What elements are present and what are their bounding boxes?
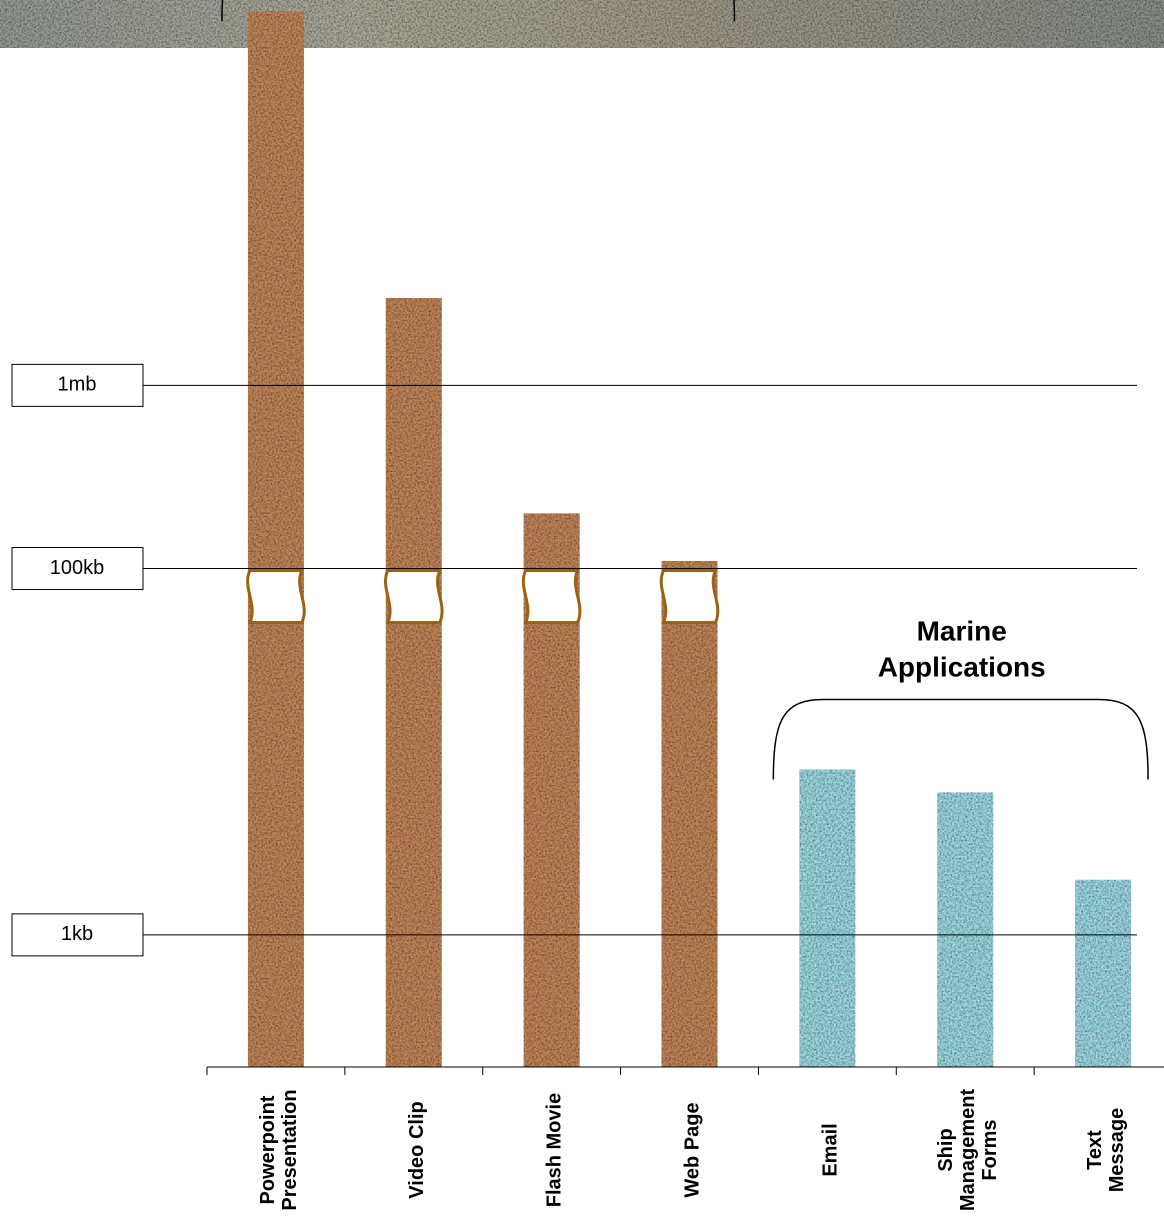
group-title: Marine Applications	[878, 616, 1046, 683]
axis-break	[384, 569, 444, 625]
axis-break	[521, 569, 582, 625]
bar	[247, 11, 304, 1067]
axis-break	[246, 569, 306, 625]
group-bracket	[772, 698, 1149, 780]
bar	[1075, 879, 1132, 1067]
bar	[937, 792, 994, 1067]
tick-box	[11, 913, 144, 957]
bar	[661, 560, 718, 1067]
y-tick-label: 100kb	[50, 557, 105, 579]
y-tick-label: 1kb	[61, 923, 93, 945]
y-tick-label: 1mb	[58, 374, 97, 396]
x-tick-label: PowerpointPresentation	[257, 1089, 301, 1210]
banner	[0, 0, 1164, 48]
tick-box	[11, 363, 144, 407]
axis-break	[659, 569, 720, 625]
x-tick-label: Video Clip	[406, 1101, 428, 1198]
x-tick-label: ShipManagementForms	[935, 1089, 1001, 1212]
x-tick-label: Web Page	[682, 1102, 704, 1197]
bar	[799, 769, 856, 1067]
tick-box	[11, 547, 144, 591]
x-tick-label: Email	[820, 1123, 842, 1176]
bar	[385, 297, 442, 1067]
x-tick-label: Flash Movie	[544, 1093, 566, 1207]
x-tick-label: TextMessage	[1084, 1108, 1128, 1193]
